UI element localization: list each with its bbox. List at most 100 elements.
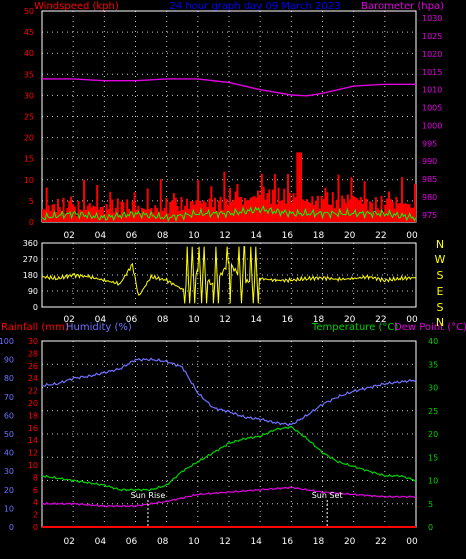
compass-n: N <box>436 238 444 251</box>
temp-x-tick: 04 <box>95 537 107 547</box>
wind-y-tick: 25 <box>24 113 34 122</box>
gust-bar <box>113 212 116 222</box>
humidity-y-tick: 90 <box>4 356 14 365</box>
gust-bar <box>386 198 389 222</box>
gust-bar <box>322 199 325 222</box>
gust-bar <box>212 207 215 222</box>
gust-bar <box>298 152 301 222</box>
gust-bar <box>47 205 50 222</box>
gust-bar <box>230 201 233 222</box>
gust-bar <box>324 187 327 222</box>
temp-x-tick: 06 <box>126 537 138 547</box>
wind-y-tick: 40 <box>24 49 34 58</box>
humidity-y-tick: 100 <box>0 337 14 346</box>
gust-bar <box>335 199 338 222</box>
wind-x-tick: 08 <box>157 231 169 241</box>
humidity-y-tick: 0 <box>9 523 14 532</box>
baro-y-tick: 1015 <box>422 68 442 77</box>
baro-y-tick: 1020 <box>422 50 442 59</box>
gust-bar <box>116 198 119 222</box>
gust-bar <box>277 187 280 222</box>
rain-y-tick: 16 <box>28 424 38 433</box>
gust-bar <box>131 201 134 222</box>
gust-bar <box>240 197 243 222</box>
gust-bar <box>159 179 162 222</box>
compass-s2: S <box>437 301 444 314</box>
gust-bar <box>341 195 344 222</box>
wind-x-tick: 04 <box>95 231 107 241</box>
gust-bar <box>275 204 278 222</box>
wind-y-tick: 50 <box>24 7 34 16</box>
gust-bar <box>111 199 114 222</box>
dir-x-tick: 12 <box>219 315 230 325</box>
gust-bar <box>45 187 48 222</box>
temp-y-tick: 15 <box>428 453 438 462</box>
dir-x-tick: 18 <box>313 315 325 325</box>
gust-bar <box>359 197 362 222</box>
gust-bar <box>388 191 390 222</box>
gust-bar <box>208 198 211 222</box>
gust-bar <box>258 195 261 222</box>
gust-bar <box>135 209 138 222</box>
gust-bar <box>227 204 230 222</box>
gust-bar <box>410 207 413 222</box>
rain-y-tick: 4 <box>33 498 38 507</box>
gust-bar <box>219 196 222 222</box>
temp-x-tick: 00 <box>406 537 418 547</box>
gust-bar <box>182 209 185 222</box>
humidity-y-tick: 80 <box>4 374 14 383</box>
gust-bar <box>169 202 172 222</box>
gust-bar <box>165 197 168 222</box>
temp-y-tick: 40 <box>428 337 438 346</box>
gust-bar <box>371 202 374 222</box>
baro-y-tick: 980 <box>422 193 437 202</box>
humidity-y-tick: 40 <box>4 449 14 458</box>
gust-bar <box>320 195 323 222</box>
gust-bar <box>161 210 164 222</box>
dir-x-tick: 08 <box>157 315 169 325</box>
humidity-y-tick: 30 <box>4 467 14 476</box>
gust-bar <box>223 171 226 222</box>
humidity-label: Humidity (%) <box>66 322 132 333</box>
gust-bar <box>389 199 392 222</box>
gust-bar <box>238 197 241 222</box>
gust-bar <box>412 207 415 222</box>
gust-bar <box>206 206 209 222</box>
gust-bar <box>81 210 84 222</box>
gust-bar <box>305 198 308 222</box>
gust-bar <box>124 214 127 222</box>
gust-bar <box>143 208 145 222</box>
gust-bar <box>361 203 364 222</box>
barometer-line <box>42 78 416 97</box>
gust-bar <box>273 174 276 222</box>
gust-bar <box>62 197 65 222</box>
gust-bar <box>367 210 370 222</box>
temp-x-tick: 10 <box>188 537 200 547</box>
gust-bar <box>96 185 99 222</box>
wind-x-tick: 20 <box>344 231 356 241</box>
baro-y-tick: 995 <box>422 139 437 148</box>
temp-y-tick: 10 <box>428 477 438 486</box>
temp-y-tick: 0 <box>428 523 433 532</box>
wind-x-tick: 02 <box>63 231 74 241</box>
wind-x-tick: 00 <box>406 231 418 241</box>
gust-bar <box>296 152 299 222</box>
gust-bar <box>64 213 67 222</box>
gust-bar <box>144 210 147 222</box>
gust-bar <box>180 197 183 222</box>
dew-point-label: Dew Point (°C) <box>394 322 466 333</box>
direction-y-tick: 360 <box>23 239 38 248</box>
wind-direction-line <box>41 246 417 304</box>
gust-bar <box>146 188 149 222</box>
gust-bar <box>404 203 407 222</box>
gust-bar <box>90 207 93 222</box>
gust-bar <box>311 196 314 222</box>
dir-x-tick: 06 <box>126 315 138 325</box>
gust-bar <box>307 201 310 222</box>
gust-bar <box>401 177 403 222</box>
gust-bar <box>70 196 73 222</box>
gust-bar <box>260 173 263 222</box>
wind-y-tick: 45 <box>24 28 34 37</box>
windspeed-label: Windspeed (kph) <box>34 1 119 12</box>
wind-x-tick: 10 <box>188 231 200 241</box>
